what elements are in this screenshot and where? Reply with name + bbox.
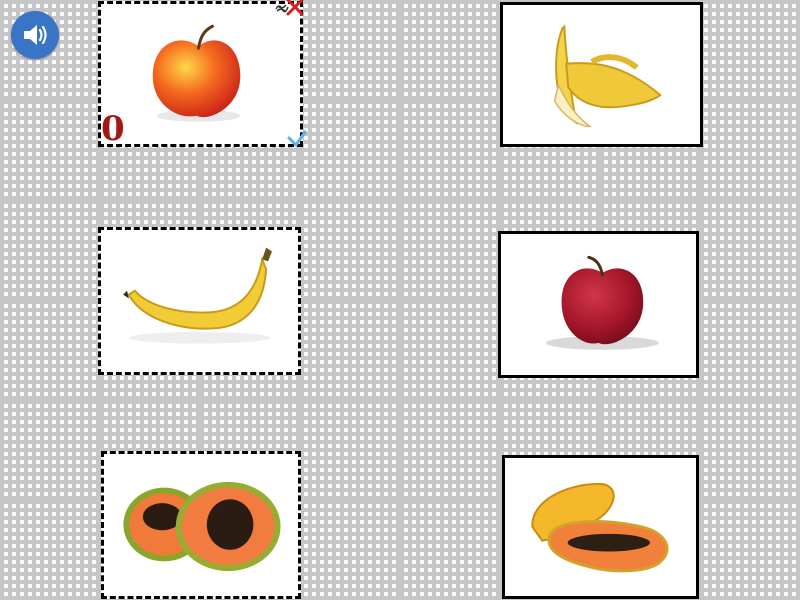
card-left-3-papaya[interactable] xyxy=(101,451,301,599)
zero-mark: 0 xyxy=(101,109,125,149)
papaya-icon xyxy=(123,481,281,572)
banana-icon xyxy=(553,24,662,128)
scribble-mark xyxy=(275,4,289,13)
check-mark xyxy=(287,130,307,147)
card-left-2-banana[interactable] xyxy=(98,227,301,375)
banana-icon xyxy=(123,247,272,344)
cross-mark xyxy=(286,0,304,16)
card-right-3-papaya[interactable] xyxy=(502,455,699,599)
card-right-1-banana[interactable] xyxy=(500,2,703,147)
card-right-2-apple[interactable] xyxy=(498,231,699,378)
papaya-icon xyxy=(531,482,669,573)
sound-button[interactable] xyxy=(11,11,59,59)
apple-icon xyxy=(152,24,241,122)
apple-icon xyxy=(545,255,659,350)
card-left-1-apple[interactable] xyxy=(98,1,303,147)
speaker-icon xyxy=(24,25,47,45)
